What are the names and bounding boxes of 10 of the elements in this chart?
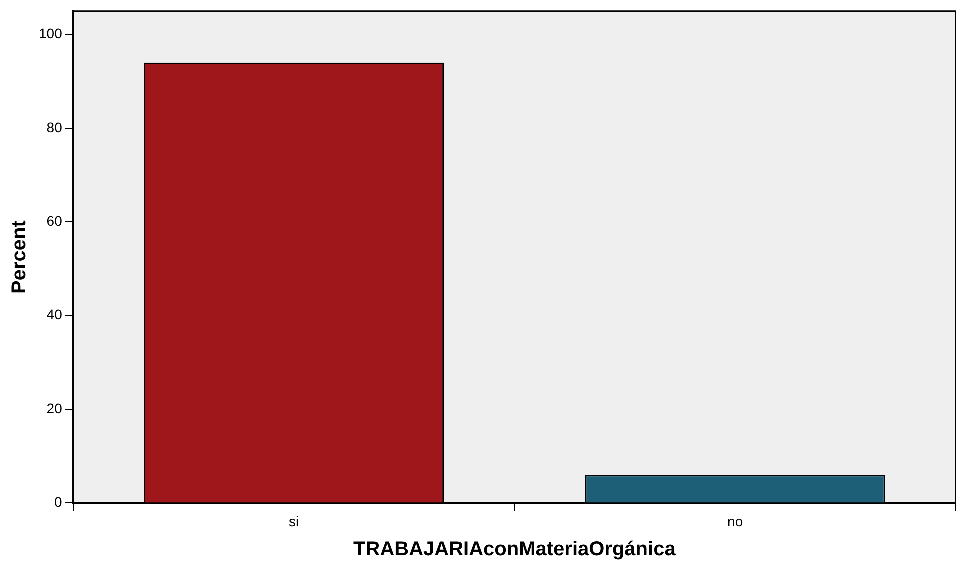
x-tick-label: si bbox=[288, 513, 300, 530]
x-tick-label: no bbox=[728, 513, 744, 530]
y-tick-label: 20 bbox=[46, 400, 63, 416]
y-tick-label: 60 bbox=[46, 213, 63, 230]
y-tick-label: 40 bbox=[46, 306, 63, 323]
y-tick-label: 0 bbox=[54, 494, 63, 510]
x-axis-title: TRABAJARIAconMateriaOrgánica bbox=[354, 538, 677, 561]
y-axis-title: Percent bbox=[8, 220, 31, 294]
y-tick-label: 80 bbox=[46, 119, 63, 136]
y-tick-label: 100 bbox=[39, 26, 63, 42]
